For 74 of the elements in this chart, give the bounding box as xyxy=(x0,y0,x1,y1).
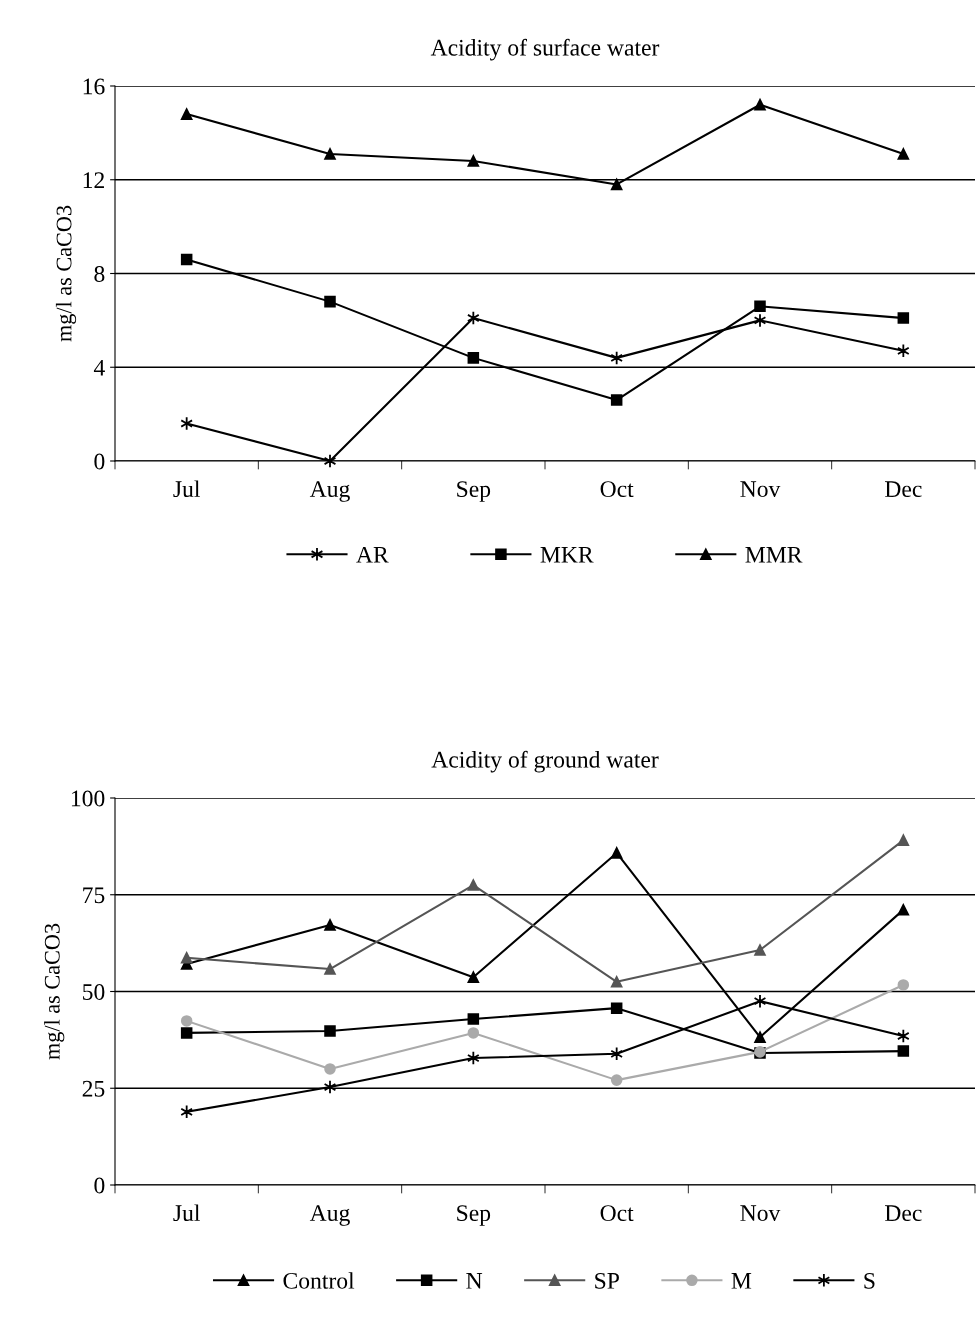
point xyxy=(324,1025,336,1037)
y-tick-label: 16 xyxy=(83,78,105,95)
point xyxy=(467,1027,480,1039)
point xyxy=(754,944,766,956)
point xyxy=(897,1045,910,1057)
point xyxy=(324,919,336,931)
point xyxy=(180,108,193,120)
point xyxy=(467,971,480,983)
x-tick-label: Aug xyxy=(309,1205,350,1226)
point xyxy=(897,312,910,324)
point xyxy=(610,1002,623,1014)
x-tick-label: Nov xyxy=(740,1205,781,1222)
point xyxy=(323,1079,337,1095)
legend-label: M xyxy=(731,1273,752,1289)
point xyxy=(897,148,910,160)
x-tick-label: Oct xyxy=(600,1205,634,1222)
point xyxy=(610,350,623,366)
y-tick-label: 0 xyxy=(94,453,105,470)
y-tick-label: 25 xyxy=(82,1080,105,1097)
y-tick-label: 4 xyxy=(93,359,105,376)
x-tick-label: Dec xyxy=(885,1205,922,1222)
x-tick-label: Dec xyxy=(885,481,922,498)
legend-label: MMR xyxy=(745,547,803,563)
point xyxy=(610,847,623,859)
point xyxy=(610,1074,623,1086)
point xyxy=(754,98,766,111)
point xyxy=(180,253,193,266)
legend-label: Control xyxy=(283,1272,355,1289)
point xyxy=(610,394,623,406)
y-tick-label: 8 xyxy=(94,265,105,282)
point xyxy=(323,453,337,469)
point xyxy=(180,1104,193,1120)
y-tick-label: 12 xyxy=(83,172,104,188)
point xyxy=(324,1063,336,1075)
x-tick-label: Nov xyxy=(740,481,781,498)
point xyxy=(467,352,480,364)
legend-label: MKR xyxy=(540,547,594,563)
point xyxy=(180,416,193,431)
y-tick-label: 50 xyxy=(83,983,105,1000)
point xyxy=(467,155,480,167)
point xyxy=(754,300,766,313)
point xyxy=(897,904,910,916)
chart-title: Acidity of surface water xyxy=(430,38,660,61)
point xyxy=(324,295,336,308)
point xyxy=(324,963,336,975)
point xyxy=(754,1031,766,1043)
x-tick-label: Sep xyxy=(457,1205,491,1226)
chart-title: Acidity of ground water xyxy=(431,750,659,773)
point xyxy=(180,952,193,964)
x-tick-label: Jul xyxy=(173,1204,200,1222)
legend-label: S xyxy=(864,1272,875,1289)
y-axis-title: mg/l as CaCO3 xyxy=(44,923,65,1060)
legend-label: SP xyxy=(595,1272,619,1289)
point xyxy=(610,178,623,191)
x-tick-label: Jul xyxy=(173,480,200,498)
point xyxy=(324,148,336,160)
x-tick-label: Oct xyxy=(600,481,634,498)
point xyxy=(610,976,623,988)
y-axis-title: mg/l as CaCO3 xyxy=(55,205,77,342)
y-tick-label: 0 xyxy=(94,1177,105,1194)
point xyxy=(180,1015,193,1027)
point xyxy=(897,834,910,846)
legend-label: AR xyxy=(356,546,389,563)
y-tick-label: 100 xyxy=(71,790,105,807)
point xyxy=(897,979,910,991)
point xyxy=(467,1013,480,1025)
x-tick-label: Aug xyxy=(309,481,350,502)
x-tick-label: Sep xyxy=(457,481,491,502)
point xyxy=(897,343,910,358)
point xyxy=(753,313,767,328)
y-tick-label: 75 xyxy=(83,887,105,904)
legend-label: N xyxy=(466,1273,483,1289)
point xyxy=(467,879,480,891)
point xyxy=(180,1027,193,1039)
